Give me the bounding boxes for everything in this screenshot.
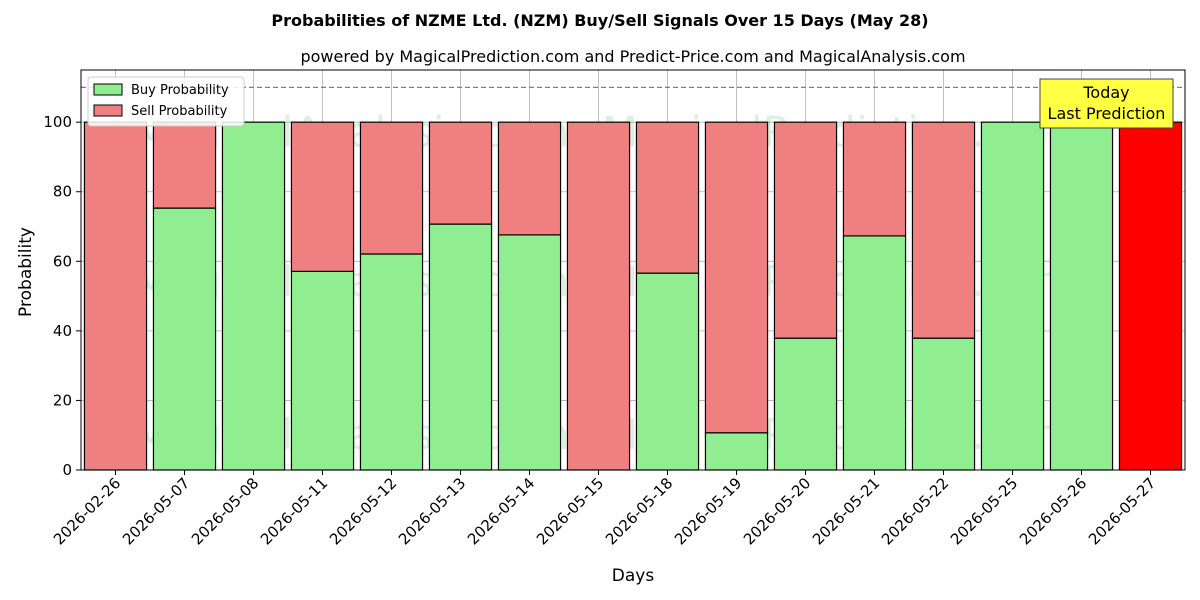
plot-area: MagicalAnalysis.comMagicalPrediction.com… [43, 69, 1186, 548]
y-tick-label: 20 [53, 391, 72, 409]
bar-sell [83, 121, 148, 471]
bar-sell [428, 121, 493, 225]
x-tick-label: 2026-02-26 [50, 474, 124, 548]
bar-buy [497, 234, 562, 471]
bar-sell [773, 121, 838, 339]
y-tick-label: 100 [43, 113, 72, 131]
legend-label: Buy Probability [131, 83, 229, 98]
bar-buy [221, 121, 286, 471]
x-tick-label: 2026-05-18 [602, 474, 676, 548]
bar-buy [773, 337, 838, 471]
bar-sell [359, 121, 424, 255]
legend-swatch [93, 83, 123, 96]
x-tick-label: 2026-05-19 [671, 474, 745, 548]
annotation-text: Last Prediction [1048, 104, 1166, 123]
legend-label: Sell Probability [131, 104, 228, 119]
x-axis-label: Days [612, 566, 655, 586]
bar-buy [152, 207, 217, 471]
annotation-text: Today [1082, 83, 1129, 102]
bar-buy [911, 337, 976, 471]
bar-sell [290, 121, 355, 272]
x-tick-label: 2026-05-21 [809, 474, 883, 548]
annotation-box [1039, 78, 1174, 129]
plot-frame [80, 69, 1186, 471]
bar-sell [842, 121, 907, 237]
chart-title: Probabilities of NZME Ltd. (NZM) Buy/Sel… [271, 11, 928, 30]
x-tick-label: 2026-05-25 [947, 474, 1021, 548]
bar-buy [359, 253, 424, 471]
chart-subtitle: powered by MagicalPrediction.com and Pre… [300, 47, 965, 66]
legend-box [87, 76, 245, 127]
x-tick-label: 2026-05-15 [533, 474, 607, 548]
y-tick-label: 0 [62, 461, 72, 479]
legend-swatch [93, 104, 123, 117]
bar-sell [1118, 121, 1183, 471]
x-tick-label: 2026-05-26 [1016, 474, 1090, 548]
today-annotation: Today Last Prediction [1039, 78, 1174, 129]
x-tick-label: 2026-05-22 [878, 474, 952, 548]
bar-sell [635, 121, 700, 274]
bar-sell [704, 121, 769, 434]
y-tick-label: 40 [53, 322, 72, 340]
x-tick-label: 2026-05-12 [326, 474, 400, 548]
y-tick-label: 80 [53, 183, 72, 201]
y-axis-label: Probability [16, 227, 36, 317]
bar-buy [980, 121, 1045, 471]
x-tick-label: 2026-05-14 [464, 474, 538, 548]
bar-sell [566, 121, 631, 471]
bar-buy [290, 270, 355, 471]
bar-buy [704, 432, 769, 471]
x-tick-label: 2026-05-13 [395, 474, 469, 548]
x-tick-label: 2026-05-11 [257, 474, 331, 548]
legend: Buy Probability Sell Probability [87, 76, 245, 127]
bar-buy [1049, 121, 1114, 471]
x-tick-label: 2026-05-07 [119, 474, 193, 548]
bar-sell [497, 121, 562, 236]
y-tick-label: 60 [53, 252, 72, 270]
bar-sell [911, 121, 976, 339]
bar-buy [842, 235, 907, 471]
bar-buy [428, 223, 493, 471]
x-tick-label: 2026-05-27 [1085, 474, 1159, 548]
bar-sell [152, 121, 217, 209]
x-tick-label: 2026-05-08 [188, 474, 262, 548]
bar-buy [635, 272, 700, 471]
x-tick-label: 2026-05-20 [740, 474, 814, 548]
